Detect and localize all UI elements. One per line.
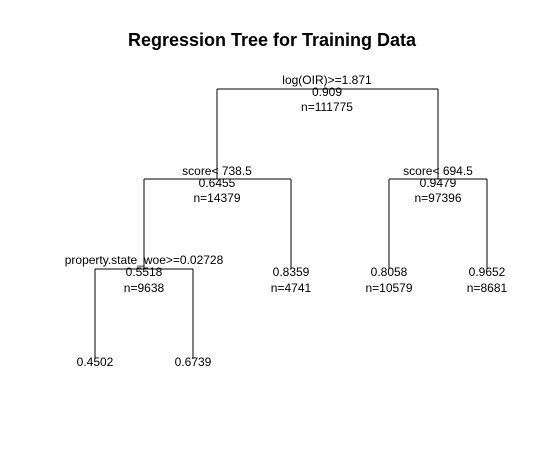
left-n: n=14379 [193, 191, 240, 205]
left-value: 0.6455 [199, 176, 236, 190]
tree-edges [94, 88, 488, 359]
left-right-value: 0.8359 [273, 265, 310, 279]
tree-labels: log(OIR)>=1.871 0.909 n=111775 score< 73… [65, 73, 508, 369]
left-left-left-value: 0.4502 [77, 355, 114, 369]
right-n: n=97396 [414, 191, 461, 205]
right-right-value: 0.9652 [469, 265, 506, 279]
right-left-value: 0.8058 [371, 265, 408, 279]
left-split: score< 738.5 [182, 164, 252, 178]
right-value: 0.9479 [420, 176, 457, 190]
left-left-split: property.state_woe>=0.02728 [65, 253, 224, 267]
right-left-n: n=10579 [365, 281, 412, 295]
right-right-n: n=8681 [467, 281, 508, 295]
left-right-n: n=4741 [271, 281, 312, 295]
root-n: n=111775 [301, 100, 353, 114]
root-split: log(OIR)>=1.871 [282, 73, 372, 87]
root-value: 0.909 [312, 85, 342, 99]
right-split: score< 694.5 [403, 164, 473, 178]
left-left-value: 0.5518 [126, 265, 163, 279]
left-left-n: n=9638 [124, 281, 165, 295]
left-left-right-value: 0.6739 [175, 355, 212, 369]
chart-title: Regression Tree for Training Data [127, 30, 417, 50]
